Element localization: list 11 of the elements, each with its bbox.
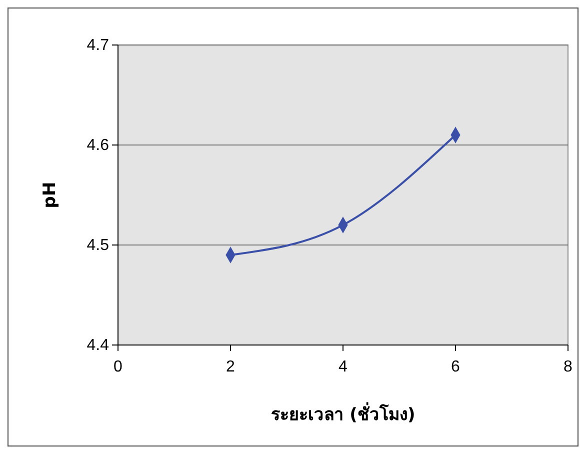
y-tick-label: 4.4 <box>86 337 110 354</box>
x-tick-label: 0 <box>114 358 123 376</box>
x-tick-label: 4 <box>338 358 348 376</box>
x-tick-label: 6 <box>451 358 460 376</box>
y-tick-label: 4.7 <box>86 37 110 54</box>
x-axis-title: ระยะเวลา (ชั่วโมง) <box>270 402 416 425</box>
x-tick-label: 2 <box>226 358 236 376</box>
x-tick-label: 8 <box>564 358 573 376</box>
y-tick-label: 4.6 <box>86 137 110 154</box>
y-tick-label: 4.5 <box>86 237 110 254</box>
y-axis-title: pH <box>40 182 60 208</box>
